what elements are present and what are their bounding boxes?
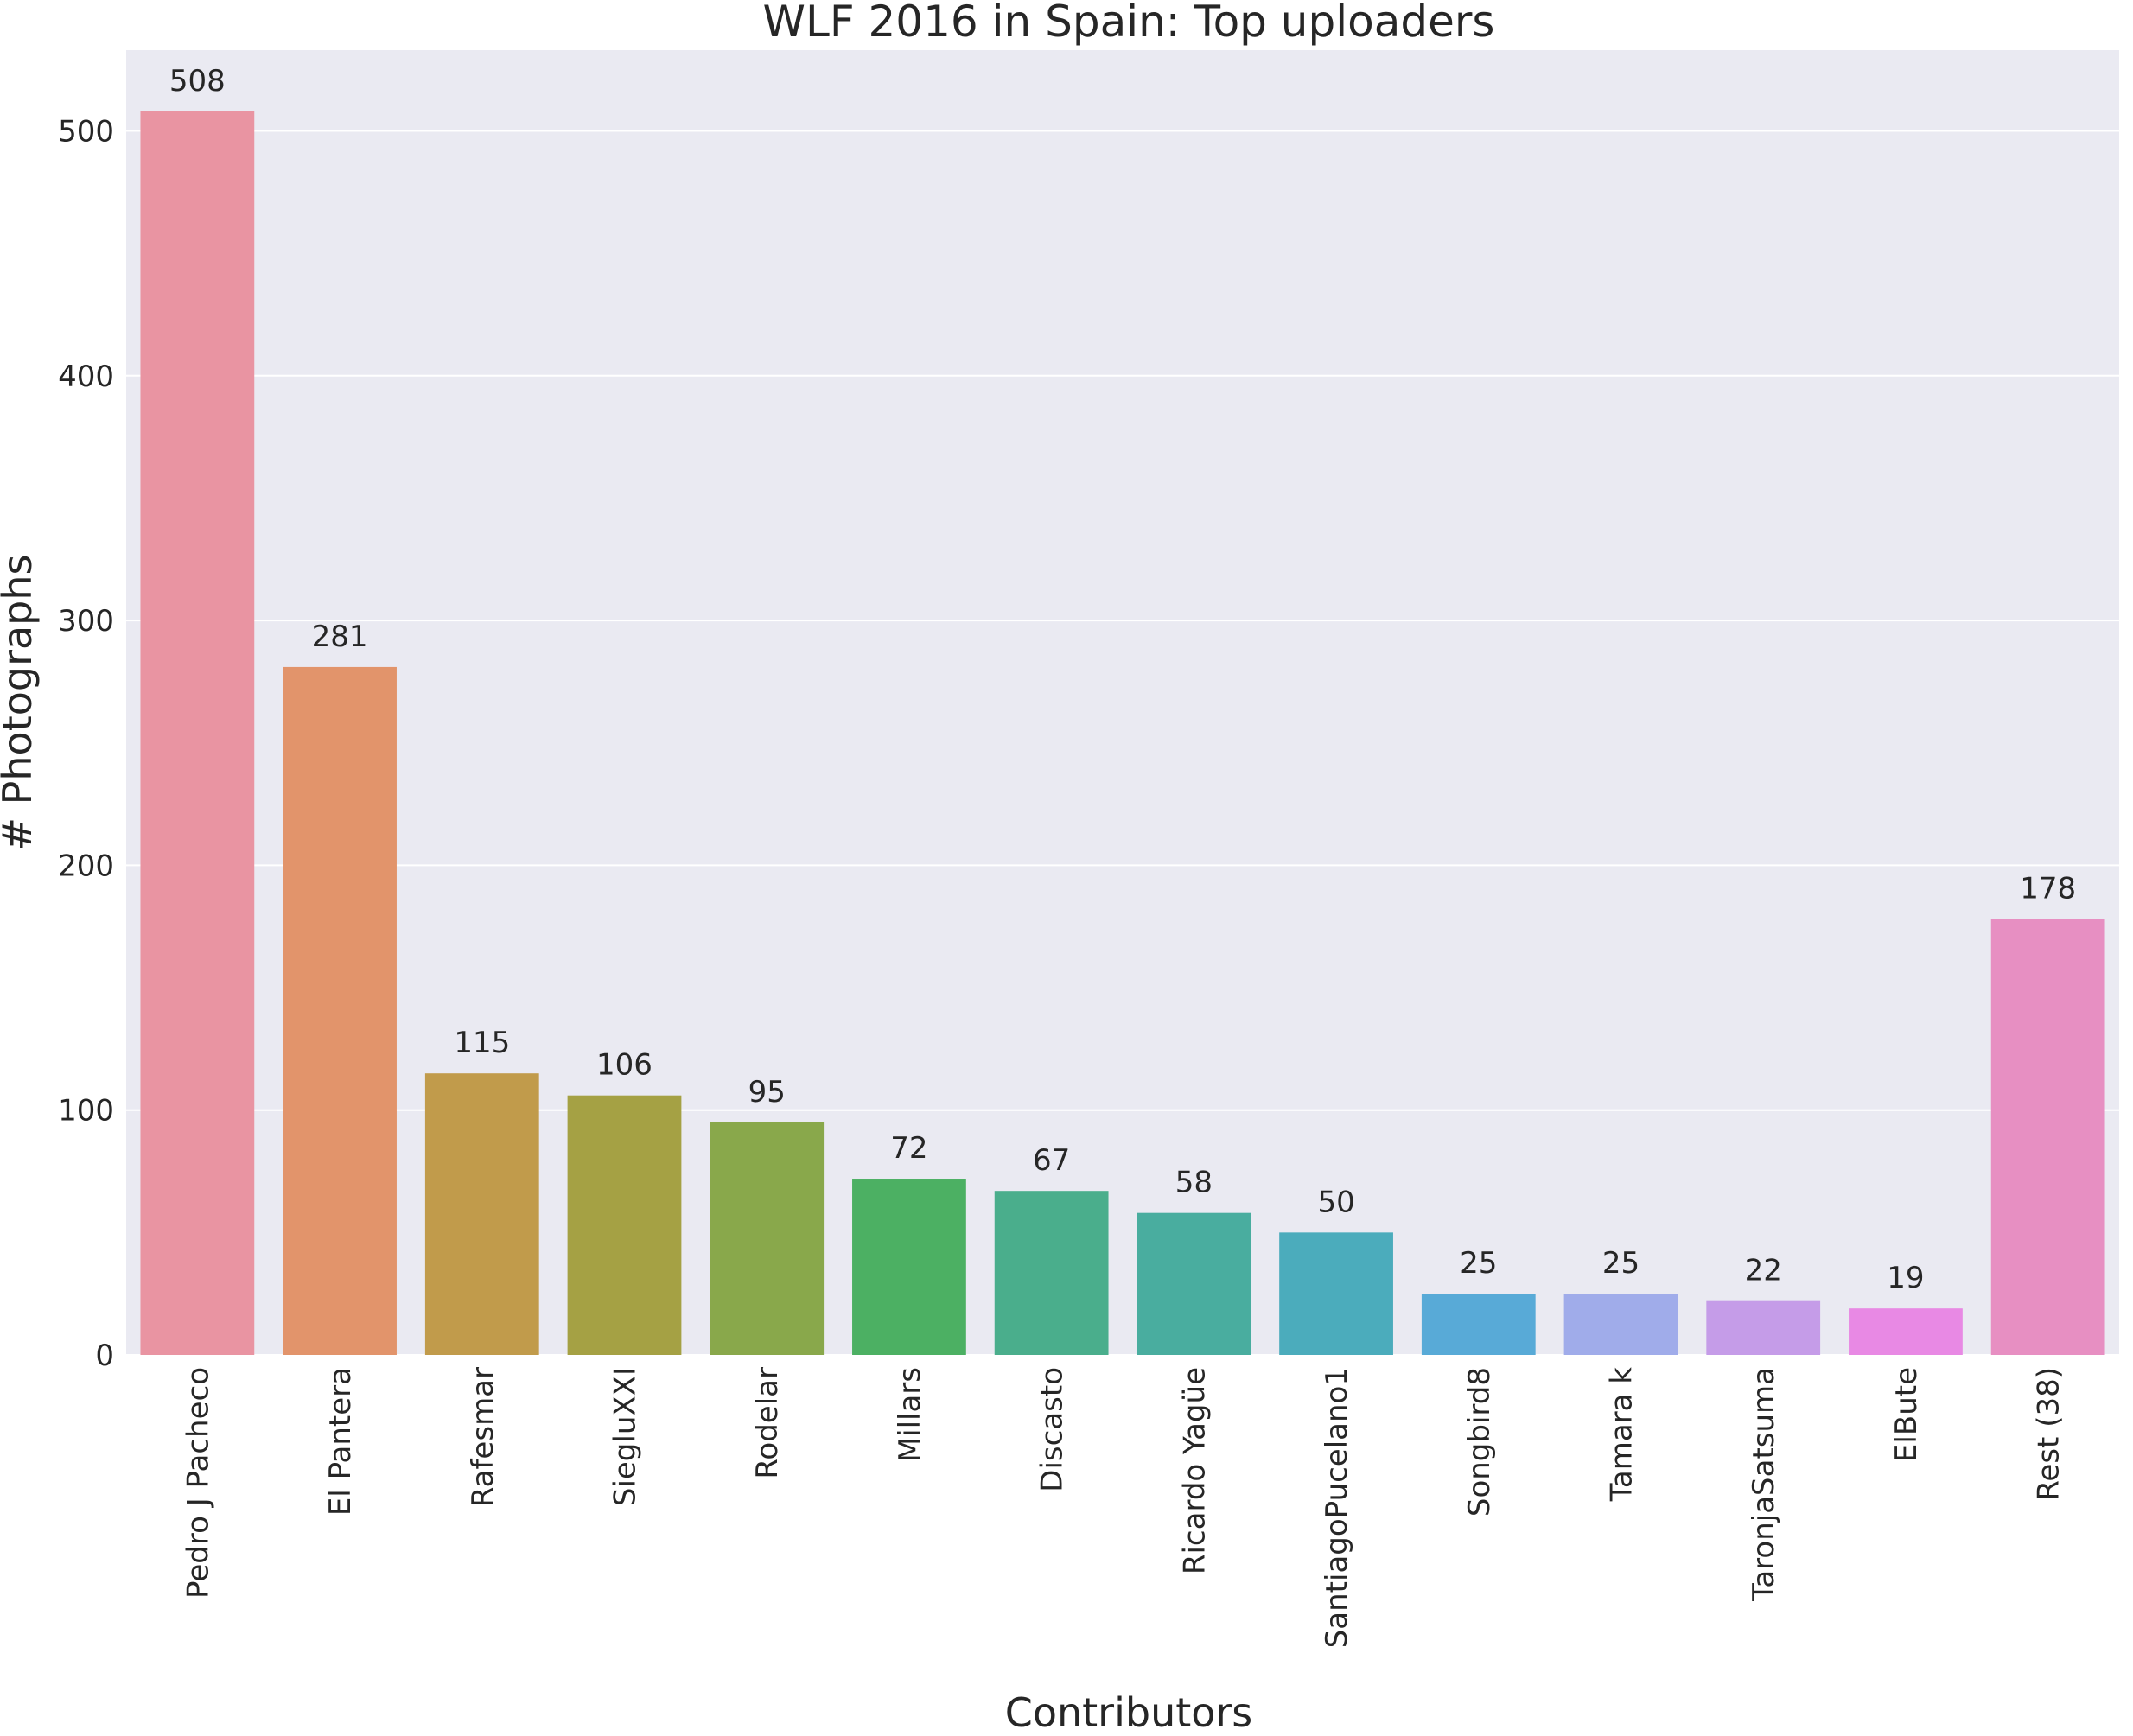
bar xyxy=(1421,1294,1536,1355)
bar-value-label: 19 xyxy=(1887,1261,1924,1295)
bar xyxy=(1990,919,2105,1355)
x-axis-ticks: Pedro J Pacheco El Pantera Rafesmar SiegluX… xyxy=(181,1367,2066,1649)
bar-value-label: 281 xyxy=(312,620,368,654)
y-axis-label: # Photographs xyxy=(0,554,41,850)
bar-value-label: 25 xyxy=(1602,1246,1640,1281)
y-axis-ticks: 0 100 200 300 400 500 xyxy=(58,114,114,1373)
bar-value-label: 22 xyxy=(1745,1254,1782,1288)
x-tick-label: Millars xyxy=(893,1367,927,1462)
bar xyxy=(567,1095,682,1355)
bar-value-label: 178 xyxy=(2020,872,2076,906)
bar-value-label: 58 xyxy=(1175,1166,1213,1200)
x-tick-label: Songbird8 xyxy=(1462,1367,1497,1517)
bar xyxy=(994,1191,1109,1355)
y-tick-label: 400 xyxy=(58,359,114,394)
bar xyxy=(1849,1308,1963,1355)
bar-value-label: 72 xyxy=(890,1131,927,1166)
data-labels: 508 281 115 106 95 72 67 58 50 25 25 22 19 178 xyxy=(169,64,2076,1295)
bar xyxy=(140,111,255,1355)
bar-value-label: 106 xyxy=(596,1048,653,1083)
bar-value-label: 50 xyxy=(1317,1185,1354,1219)
bar-value-label: 25 xyxy=(1460,1246,1497,1281)
x-tick-label: SiegluXXI xyxy=(608,1367,643,1506)
bar-value-label: 95 xyxy=(748,1075,786,1110)
bar xyxy=(1137,1212,1251,1355)
x-tick-label: El Pantera xyxy=(323,1367,358,1516)
bar xyxy=(283,666,397,1355)
y-tick-label: 300 xyxy=(58,604,114,639)
bar-value-label: 67 xyxy=(1033,1143,1070,1178)
x-tick-label: Rafesmar xyxy=(466,1367,500,1507)
x-tick-label: Rodelar xyxy=(750,1367,785,1479)
bars xyxy=(140,111,2105,1355)
bar xyxy=(424,1073,539,1355)
bar xyxy=(1706,1300,1821,1355)
bar-value-label: 508 xyxy=(169,64,226,99)
bar xyxy=(1563,1294,1678,1355)
y-tick-label: 200 xyxy=(58,849,114,883)
bar-value-label: 115 xyxy=(454,1026,510,1060)
bar xyxy=(710,1122,825,1355)
y-tick-label: 0 xyxy=(95,1339,114,1373)
x-tick-label: Ricardo Yagüe xyxy=(1177,1367,1212,1574)
x-tick-label: Tamara k xyxy=(1605,1367,1640,1503)
x-tick-label: TaronjaSatsuma xyxy=(1747,1367,1781,1602)
x-tick-label: Pedro J Pacheco xyxy=(181,1367,215,1599)
chart-title: WLF 2016 in Spain: Top uploaders xyxy=(763,0,1495,47)
y-tick-label: 500 xyxy=(58,114,114,149)
x-axis-label: Contributors xyxy=(1005,1689,1253,1736)
x-tick-label: Discasto xyxy=(1035,1367,1070,1492)
x-tick-label: SantiagoPucelano1 xyxy=(1320,1367,1354,1648)
bar xyxy=(1279,1232,1393,1355)
x-tick-label: Rest (38) xyxy=(2032,1367,2066,1501)
y-tick-label: 100 xyxy=(58,1094,114,1129)
x-tick-label: ElBute xyxy=(1889,1367,1924,1462)
bar xyxy=(852,1179,966,1355)
